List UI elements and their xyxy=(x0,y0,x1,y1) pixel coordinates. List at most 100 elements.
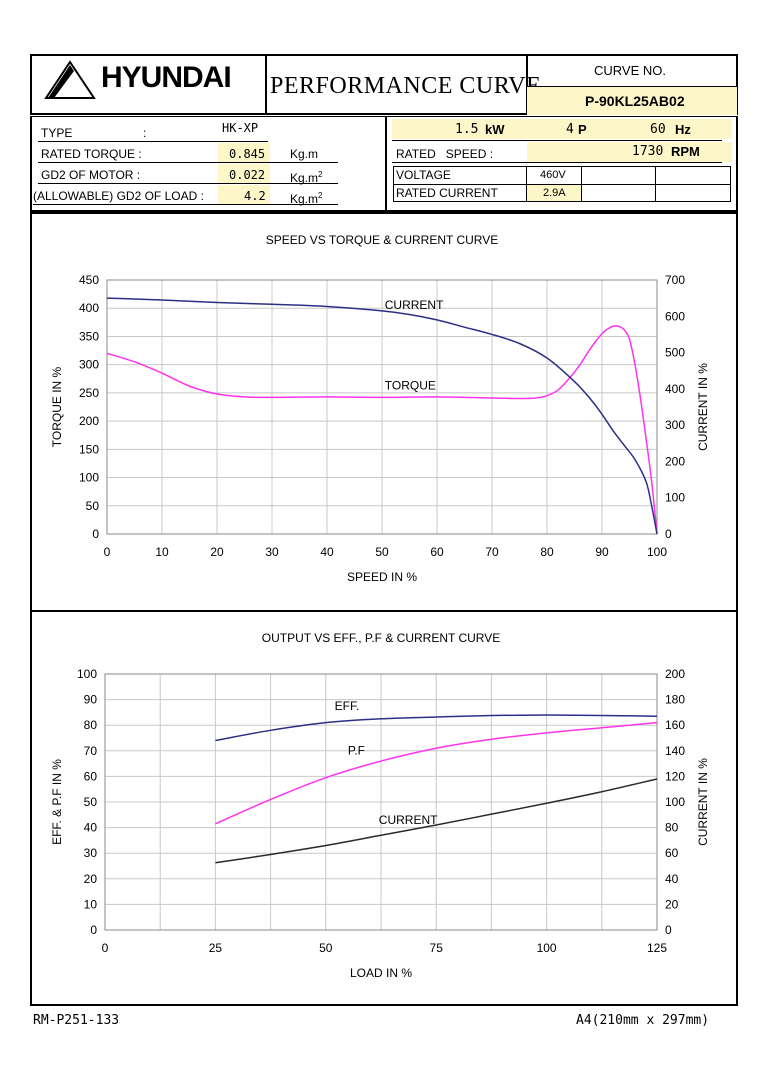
gd2-motor-unit: Kg.m2 xyxy=(290,170,323,185)
torque-series-label: TORQUE xyxy=(385,379,436,393)
pf-series-label: P.F xyxy=(348,744,365,758)
curve-no-cell xyxy=(527,86,737,115)
rated-speed-cell xyxy=(527,142,732,162)
y2-tick-label: 140 xyxy=(665,744,685,758)
y-tick-label: 50 xyxy=(86,499,100,513)
y2-tick-label: 60 xyxy=(665,846,679,860)
y2-tick-label: 20 xyxy=(665,897,679,911)
rated-speed-underline xyxy=(392,162,722,163)
y2-tick-label: 100 xyxy=(665,795,685,809)
document-code: RM-P251-133 xyxy=(33,1013,120,1028)
y2-tick-label: 120 xyxy=(665,769,685,783)
brand-name: HYUNDAI xyxy=(101,61,232,94)
gd2-load-label: (ALLOWABLE) GD2 OF LOAD : xyxy=(33,189,204,203)
eff-series-label: EFF. xyxy=(335,699,360,713)
rated-torque-value: 0.845 xyxy=(229,147,266,161)
table-col-divider-2 xyxy=(581,167,582,201)
y-tick-label: 10 xyxy=(84,897,98,911)
x-tick-label: 20 xyxy=(210,545,224,559)
plot-area-border xyxy=(104,673,658,931)
y2-tick-label: 500 xyxy=(665,346,685,360)
gd2-load-unit-sup: 2 xyxy=(318,191,323,200)
type-colon: : xyxy=(143,126,147,140)
charts-frame xyxy=(30,212,738,1006)
power-row-cell xyxy=(392,119,732,139)
gd2-motor-value-cell xyxy=(218,164,270,183)
y2-tick-label: 40 xyxy=(665,872,679,886)
torque-underline xyxy=(38,162,338,163)
x-tick-label: 0 xyxy=(102,941,109,955)
gd2-motor-underline xyxy=(38,183,338,184)
type-label: TYPE xyxy=(41,126,73,140)
y-axis-label: EFF. & P.F IN % xyxy=(50,759,64,845)
gd2-motor-label: GD2 OF MOTOR : xyxy=(41,168,141,182)
table-col-divider-1 xyxy=(526,167,527,201)
y2-tick-label: 200 xyxy=(665,454,685,468)
y2-tick-label: 80 xyxy=(665,821,679,835)
x-tick-label: 80 xyxy=(540,545,554,559)
torque-value-cell xyxy=(218,143,270,162)
gd2-load-unit: Kg.m2 xyxy=(290,191,323,206)
table-col-divider-3 xyxy=(655,167,656,201)
curve-no-value: P-90KL25AB02 xyxy=(585,93,685,109)
y2-tick-label: 400 xyxy=(665,382,685,396)
y-tick-label: 150 xyxy=(79,442,99,456)
y-tick-label: 80 xyxy=(84,718,98,732)
y-tick-label: 40 xyxy=(84,821,98,835)
rated-speed-unit: RPM xyxy=(671,144,700,159)
freq-unit: Hz xyxy=(675,122,691,137)
y-tick-label: 200 xyxy=(79,414,99,428)
y-tick-label: 50 xyxy=(84,795,98,809)
current-load-line xyxy=(215,778,658,864)
chart-title: SPEED VS TORQUE & CURRENT CURVE xyxy=(266,233,499,247)
x-tick-label: 10 xyxy=(155,545,169,559)
speed-torque-current-chart: SPEED VS TORQUE & CURRENT CURVE 0 10 20 30 40… xyxy=(50,233,710,584)
y2-tick-label: 180 xyxy=(665,693,685,707)
x-tick-label: 90 xyxy=(595,545,609,559)
y-tick-label: 70 xyxy=(84,744,98,758)
x-tick-label: 125 xyxy=(647,941,667,955)
x-tick-label: 30 xyxy=(265,545,279,559)
specs-frame xyxy=(30,116,738,212)
gd2-motor-value: 0.022 xyxy=(229,168,266,182)
x-tick-label: 100 xyxy=(647,545,667,559)
poles-unit: P xyxy=(578,122,587,137)
y2-tick-label: 0 xyxy=(665,923,672,937)
y2-tick-label: 200 xyxy=(665,667,685,681)
eff-line xyxy=(215,714,658,742)
y2-tick-label: 160 xyxy=(665,718,685,732)
y2-tick-label: 700 xyxy=(665,273,685,287)
power-value: 1.5 xyxy=(455,122,479,137)
rated-current-value: 2.9A xyxy=(543,187,566,199)
pf-line xyxy=(215,721,658,825)
y-tick-label: 300 xyxy=(79,358,99,372)
current-line xyxy=(106,297,658,535)
current-series-label: CURRENT xyxy=(385,298,444,312)
x-tick-label: 40 xyxy=(320,545,334,559)
voltage-value: 460V xyxy=(540,169,566,181)
header-divider-2 xyxy=(526,55,528,114)
power-underline xyxy=(392,140,722,141)
y-tick-label: 0 xyxy=(92,527,99,541)
output-eff-pf-current-chart: OUTPUT VS EFF., P.F & CURRENT CURVE 0 25 50… xyxy=(50,631,710,980)
y-tick-label: 400 xyxy=(79,301,99,315)
chart-title: OUTPUT VS EFF., P.F & CURRENT CURVE xyxy=(262,631,501,645)
y2-tick-label: 100 xyxy=(665,491,685,505)
y-axis-label: TORQUE IN % xyxy=(50,366,64,447)
x-axis-label: LOAD IN % xyxy=(350,966,412,980)
hyundai-triangle-icon xyxy=(44,60,96,99)
x-tick-label: 100 xyxy=(537,941,557,955)
rated-current-label: RATED CURRENT xyxy=(396,186,498,200)
x-tick-label: 0 xyxy=(104,545,111,559)
x-tick-label: 50 xyxy=(375,545,389,559)
y-tick-label: 90 xyxy=(84,693,98,707)
table-row-divider xyxy=(394,184,730,185)
brand-logo: HYUNDAI xyxy=(44,58,259,100)
charts-divider xyxy=(31,610,737,612)
y-tick-label: 30 xyxy=(84,846,98,860)
type-underline xyxy=(38,141,268,142)
voltage-label: VOLTAGE xyxy=(396,168,451,182)
y-tick-label: 60 xyxy=(84,769,98,783)
power-unit: kW xyxy=(485,122,505,137)
y2-axis-label: CURRENT IN % xyxy=(696,363,710,451)
